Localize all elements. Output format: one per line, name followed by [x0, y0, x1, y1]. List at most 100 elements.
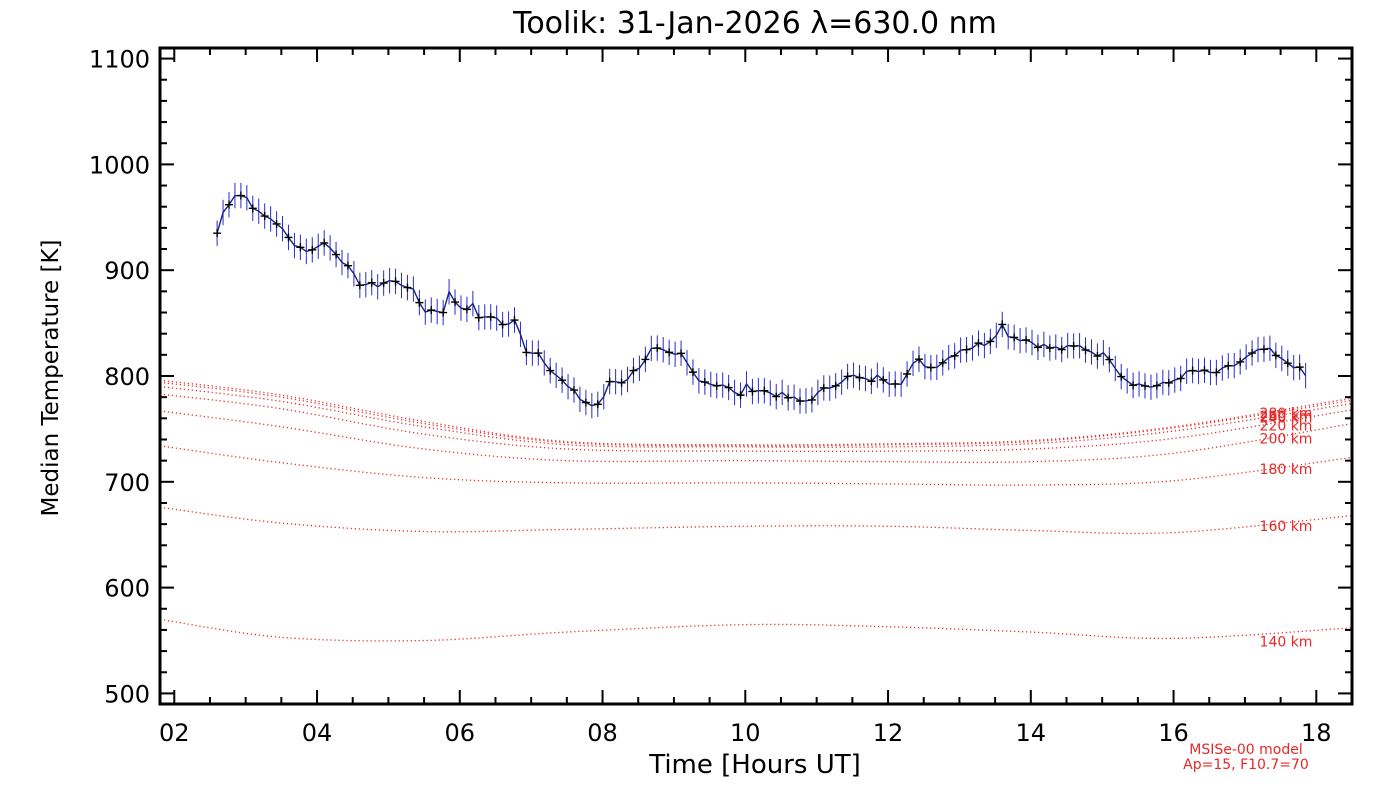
data-point — [260, 212, 269, 221]
model-label: 160 km — [1260, 519, 1313, 535]
model-curve-140-km — [160, 618, 1352, 642]
data-point — [891, 379, 900, 388]
data-point — [415, 298, 424, 307]
data-point — [272, 219, 281, 228]
data-point — [807, 395, 816, 404]
data-point — [1022, 335, 1031, 344]
data-point — [510, 316, 519, 325]
data-point — [950, 351, 959, 360]
data-point — [700, 378, 709, 387]
data-point — [1152, 381, 1161, 390]
data-point — [1212, 368, 1221, 377]
y-axis-label: Median Temperature [K] — [38, 240, 64, 517]
x-tick-label: 02 — [159, 719, 190, 747]
data-point — [367, 278, 376, 287]
data-point — [1141, 381, 1150, 390]
data-point — [1081, 345, 1090, 354]
data-point — [296, 243, 305, 252]
data-point — [1271, 351, 1280, 360]
data-point — [1248, 349, 1257, 358]
x-tick-label: 04 — [302, 719, 333, 747]
data-point — [1236, 357, 1245, 366]
data-point — [1010, 333, 1019, 342]
data-point — [712, 381, 721, 390]
data-point — [903, 370, 912, 379]
data-point — [1176, 374, 1185, 383]
y-tick-label: 1000 — [89, 151, 150, 179]
x-tick-label: 12 — [873, 719, 904, 747]
x-tick-label: 10 — [730, 719, 761, 747]
data-point — [355, 281, 364, 290]
data-point — [819, 383, 828, 392]
data-point — [439, 308, 448, 317]
data-point — [248, 204, 257, 213]
model-label: 260 km — [1260, 409, 1313, 425]
axis-ticks: 02 04 06 08 10 12 14 16 18 500 600 700 800 900 1000 110… — [89, 46, 1352, 747]
data-point — [855, 373, 864, 382]
data-point — [938, 358, 947, 367]
measured-line — [216, 194, 1307, 407]
y-tick-label: 700 — [104, 469, 150, 497]
data-point — [1069, 342, 1078, 351]
data-point — [688, 368, 697, 377]
data-point — [962, 345, 971, 354]
data-point — [784, 393, 793, 402]
data-point — [391, 277, 400, 286]
data-point — [1259, 345, 1268, 354]
data-point — [486, 312, 495, 321]
data-point — [867, 377, 876, 386]
data-point — [379, 279, 388, 288]
y-tick-label: 800 — [104, 363, 150, 391]
data-point — [831, 381, 840, 390]
data-point — [724, 383, 733, 392]
data-point — [534, 349, 543, 358]
data-point — [736, 391, 745, 400]
data-point — [1117, 372, 1126, 381]
data-point — [343, 261, 352, 270]
model-footnote-line-2: Ap=15, F10.7=70 — [1183, 757, 1309, 773]
model-curve-200-km — [160, 410, 1352, 464]
data-point — [641, 355, 650, 364]
model-curve-240-km — [160, 385, 1352, 448]
x-tick-label: 14 — [1016, 719, 1047, 747]
data-point — [1283, 359, 1292, 368]
data-point — [772, 392, 781, 401]
y-tick-label: 600 — [104, 575, 150, 603]
data-point — [605, 377, 614, 386]
model-label: 240 km — [1260, 410, 1313, 426]
data-point — [224, 200, 233, 209]
model-curve-160-km — [160, 506, 1352, 535]
data-point — [1033, 343, 1042, 352]
data-point — [1129, 381, 1138, 390]
data-point — [1224, 361, 1233, 370]
data-point — [332, 250, 341, 259]
data-point — [403, 283, 412, 292]
data-point — [986, 337, 995, 346]
model-footnote-line-1: MSISe-00 model — [1189, 742, 1303, 758]
data-point — [522, 348, 531, 357]
data-point — [462, 305, 471, 314]
y-tick-label: 900 — [104, 257, 150, 285]
data-point — [451, 298, 460, 307]
data-point — [1200, 366, 1209, 375]
model-label: 140 km — [1260, 635, 1313, 651]
data-point — [748, 387, 757, 396]
data-point — [427, 306, 436, 315]
data-point — [677, 349, 686, 358]
data-point — [1164, 378, 1173, 387]
data-point — [593, 400, 602, 409]
x-tick-label: 08 — [587, 719, 618, 747]
data-point — [796, 397, 805, 406]
data-point — [474, 313, 483, 322]
data-point — [1295, 363, 1304, 372]
plot-frame — [158, 46, 1354, 706]
data-point — [926, 363, 935, 372]
data-point — [1093, 352, 1102, 361]
data-point — [1105, 355, 1114, 364]
data-point — [308, 245, 317, 254]
y-tick-label: 500 — [104, 680, 150, 708]
chart-title: Toolik: 31-Jan-2026 λ=630.0 nm — [512, 6, 997, 41]
